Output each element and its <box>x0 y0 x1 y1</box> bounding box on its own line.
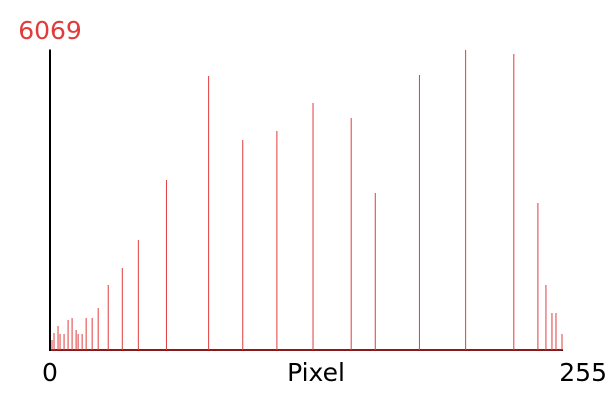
y-tick-label: 6069 <box>18 16 82 45</box>
x-tick-label: 0 <box>42 358 58 387</box>
x-axis-label: Pixel <box>287 358 345 387</box>
x-tick-label: 255 <box>559 358 607 387</box>
